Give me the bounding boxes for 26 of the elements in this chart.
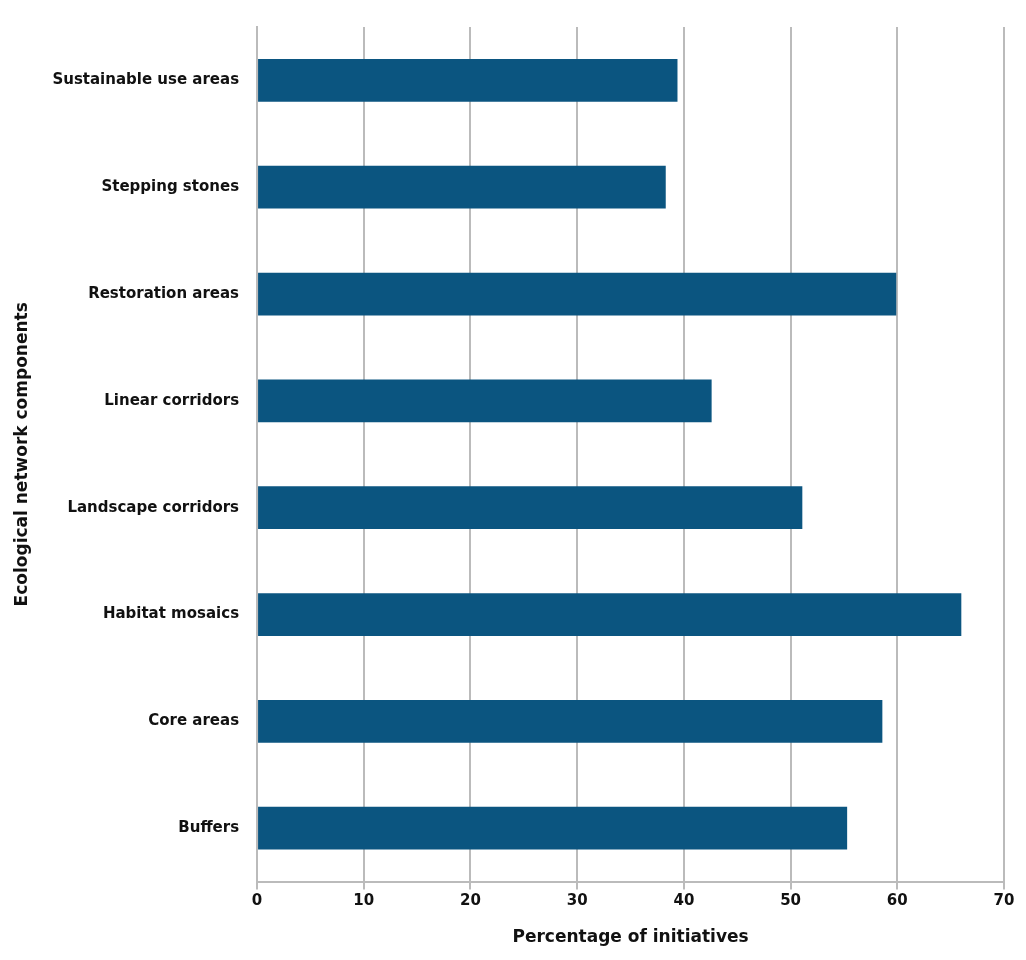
- y-tick-label: Habitat mosaics: [102, 604, 240, 623]
- bar: [258, 165, 666, 209]
- y-tick-label: Core areas: [148, 711, 240, 730]
- y-tick-label: Linear corridors: [104, 390, 240, 409]
- x-tick-label: 0: [251, 891, 263, 910]
- bar: [258, 806, 848, 850]
- x-tick-label: 10: [353, 891, 375, 910]
- bar: [258, 59, 678, 102]
- x-tick-label: 60: [886, 891, 908, 910]
- bar: [258, 272, 897, 316]
- x-tick-label: 40: [673, 891, 695, 910]
- x-tick-label: 50: [780, 891, 802, 910]
- y-axis-title: Ecological network components: [10, 302, 31, 607]
- y-tick-label: Landscape corridors: [67, 497, 240, 516]
- bar: [258, 486, 803, 530]
- y-tick-label: Restoration areas: [88, 283, 240, 302]
- x-tick-label: 20: [460, 891, 481, 910]
- y-tick-label: Sustainable use areas: [52, 70, 240, 89]
- bar: [258, 700, 883, 743]
- bar: [258, 593, 962, 636]
- x-tick-label: 70: [993, 891, 1015, 910]
- x-tick-label: 30: [566, 891, 588, 910]
- y-tick-label: Buffers: [178, 818, 240, 837]
- x-axis-title: Percentage of initiatives: [512, 926, 749, 947]
- y-tick-label: Stepping stones: [101, 177, 240, 196]
- bar: [258, 379, 712, 423]
